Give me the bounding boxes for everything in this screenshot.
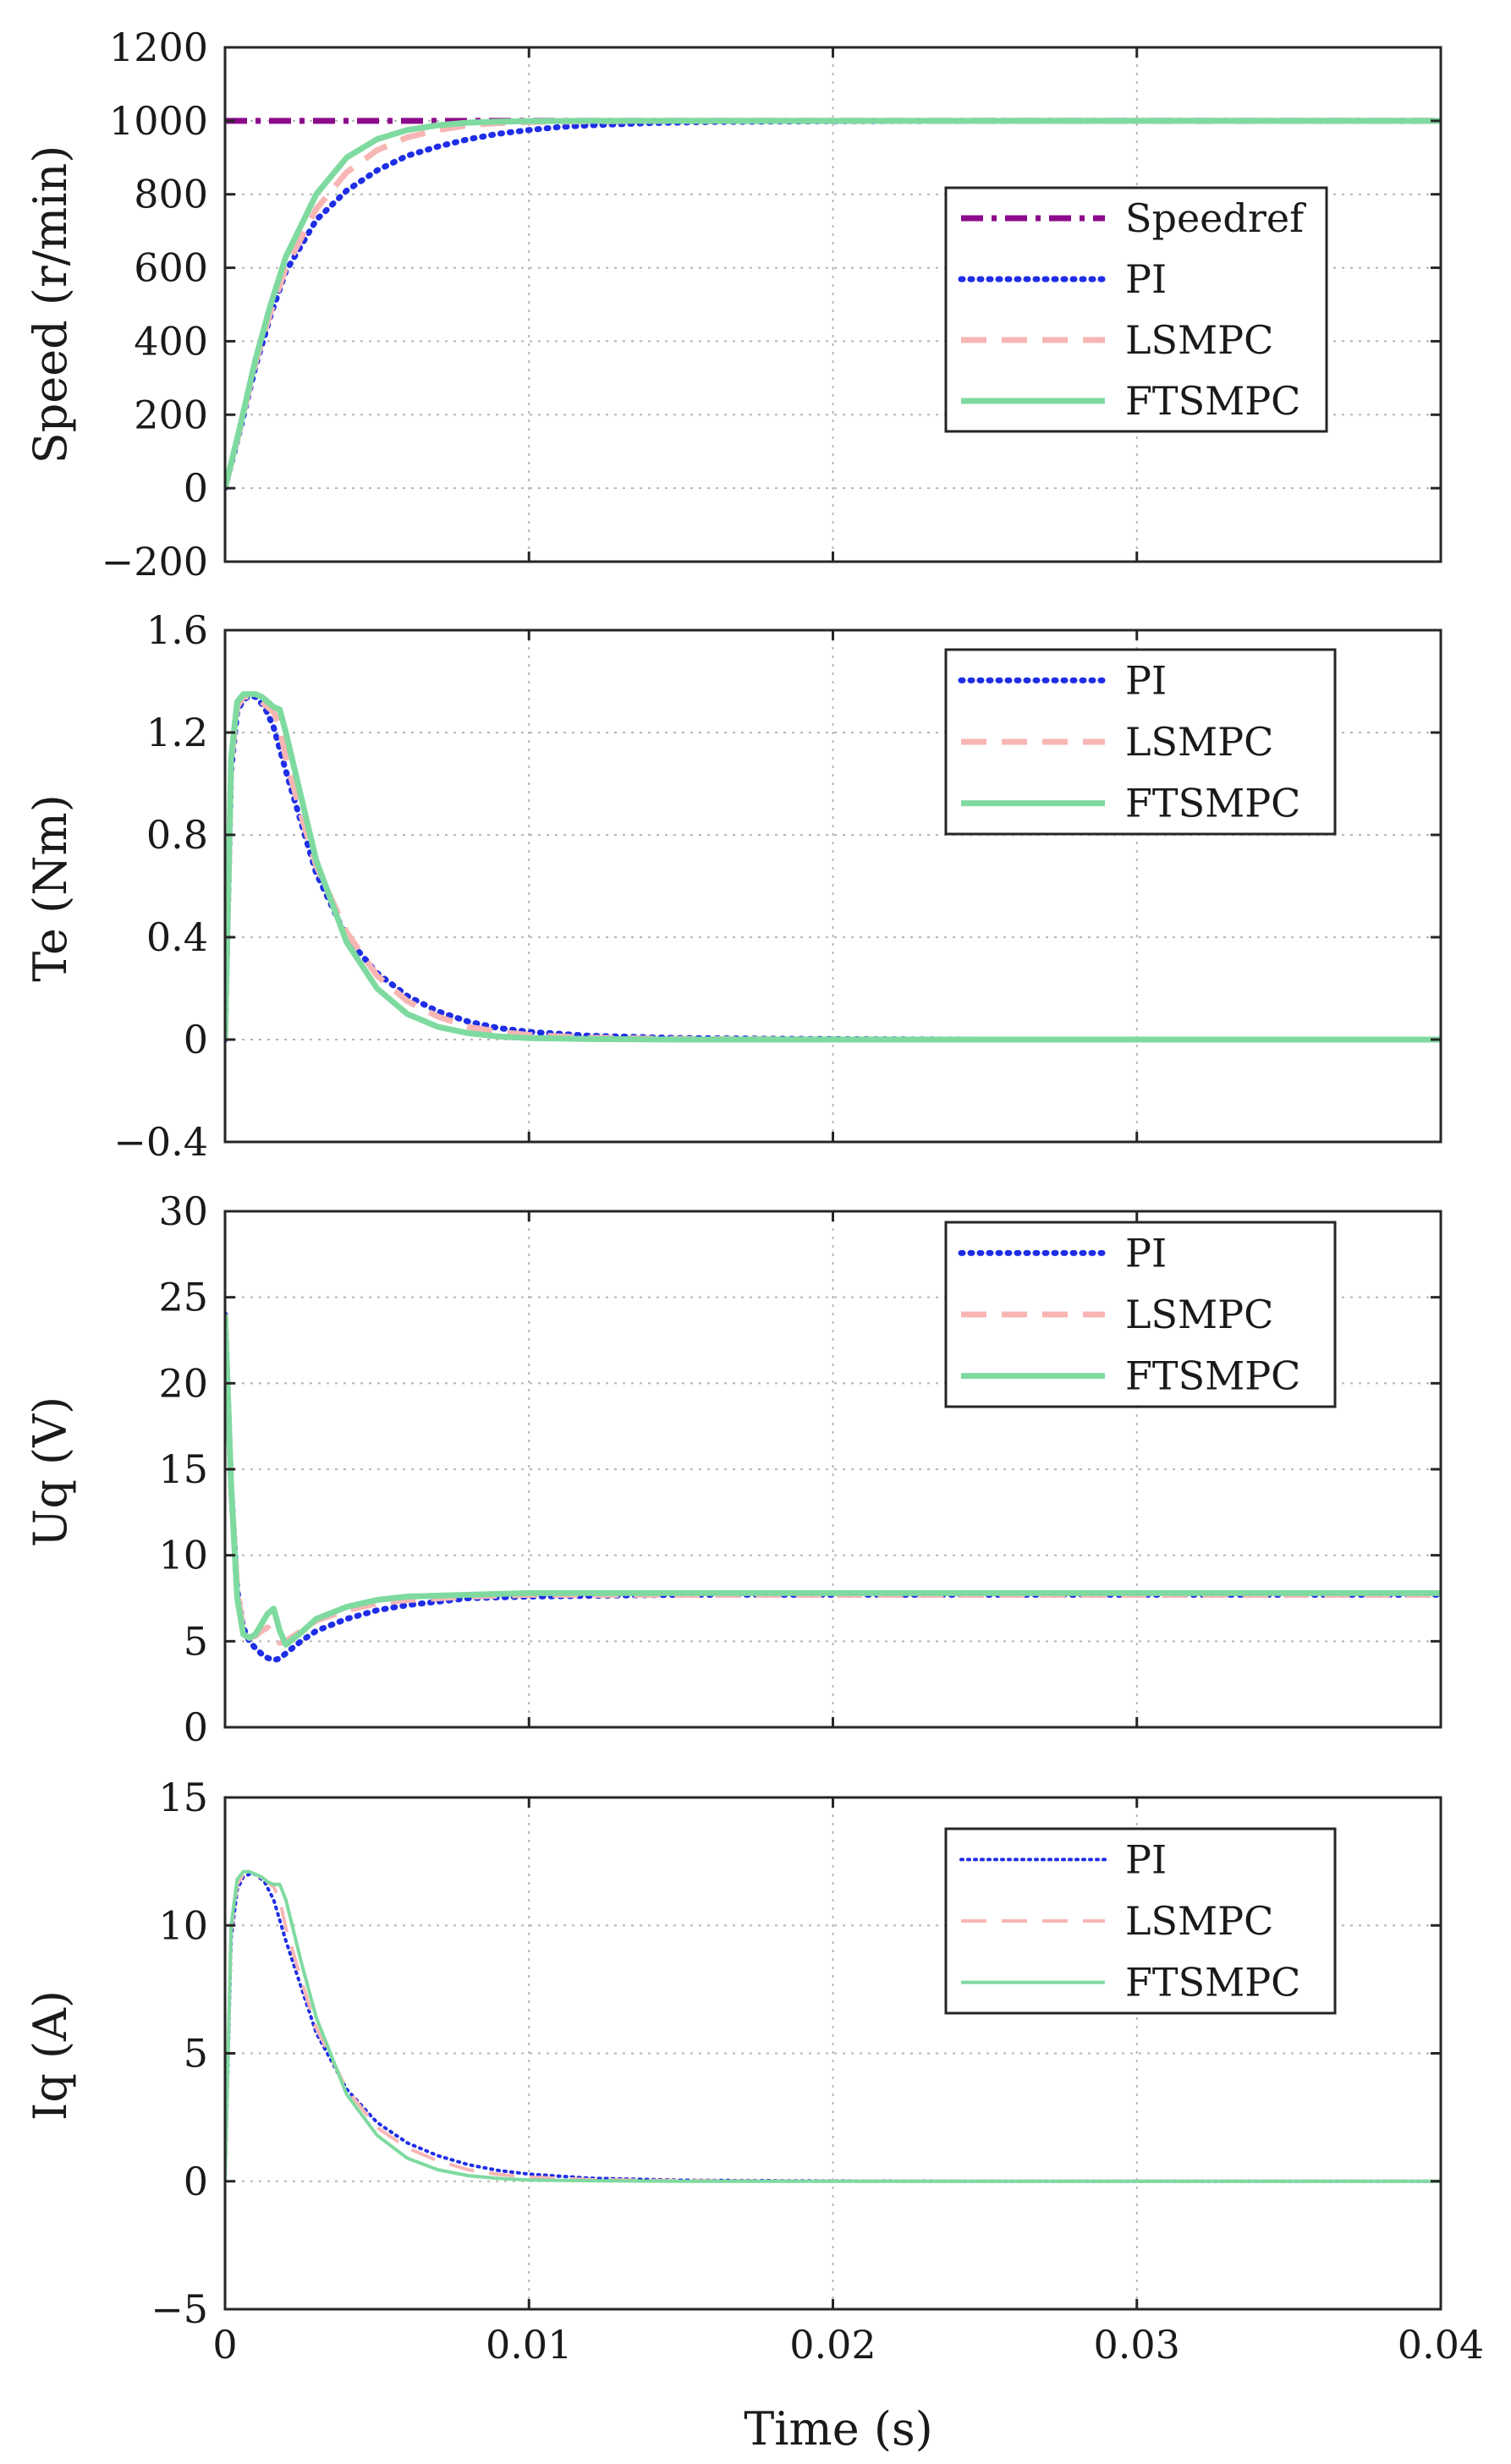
y-tick-label: −5 xyxy=(151,2286,208,2332)
y-tick-label: −200 xyxy=(102,539,208,584)
y-axis-label: Uq (V) xyxy=(24,1397,77,1547)
y-tick-label: 10 xyxy=(158,1902,208,1948)
y-tick-label: 5 xyxy=(184,2031,208,2077)
y-tick-label: 0 xyxy=(184,465,208,511)
y-tick-label: −0.4 xyxy=(113,1119,208,1165)
y-tick-label: 1000 xyxy=(109,98,208,144)
series-ftsmpc-line xyxy=(225,1314,1441,1648)
legend-label-ftsmpc: FTSMPC xyxy=(1125,1353,1300,1399)
legend-label-lsmpc: LSMPC xyxy=(1125,719,1273,765)
y-tick-label: 15 xyxy=(158,1446,208,1492)
series-ftsmpc-line xyxy=(225,1869,1441,2183)
legend-label-pi: PI xyxy=(1125,1836,1167,1882)
legend-box xyxy=(944,186,1328,433)
series-group xyxy=(225,691,1441,1043)
legend-label-lsmpc: LSMPC xyxy=(1125,1292,1273,1337)
series-ftsmpc-line xyxy=(225,118,1441,489)
legend: PI LSMPC FTSMPC xyxy=(944,1221,1337,1408)
series-group xyxy=(225,1869,1441,2183)
y-tick-label: 0.4 xyxy=(146,914,208,960)
legend: PI LSMPC FTSMPC xyxy=(944,648,1337,836)
series-group xyxy=(225,118,1441,491)
panel-uq: 0 5 10 15 20 25 30 Uq (V) PI LSMPC FTSMPC xyxy=(24,1188,1442,1750)
x-tick-label: 0.02 xyxy=(789,2322,876,2368)
x-tick-label: 0.03 xyxy=(1094,2322,1180,2368)
y-tick-label: 5 xyxy=(184,1618,208,1664)
y-tick-label: 400 xyxy=(134,318,208,364)
legend-label-pi: PI xyxy=(1125,657,1167,703)
y-tick-label: 600 xyxy=(134,245,208,291)
y-tick-label: 200 xyxy=(134,392,208,437)
y-tick-label: 0.8 xyxy=(146,812,208,858)
y-tick-label: 1.2 xyxy=(146,710,208,755)
y-tick-label: 1200 xyxy=(109,25,208,70)
series-lsmpc-line xyxy=(225,1872,1441,2183)
y-axis-label: Te (Nm) xyxy=(24,794,77,982)
legend: Speedref PI LSMPC FTSMPC xyxy=(944,186,1328,433)
legend: PI LSMPC FTSMPC xyxy=(944,1827,1337,2015)
y-tick-label: 0 xyxy=(184,1704,208,1750)
y-tick-label: 20 xyxy=(158,1360,208,1406)
legend-label-ftsmpc: FTSMPC xyxy=(1125,781,1300,826)
legend-label-pi: PI xyxy=(1125,256,1167,302)
series-ftsmpc-line xyxy=(225,691,1441,1043)
y-tick-label: 0 xyxy=(184,2159,208,2204)
legend-label-speedref: Speedref xyxy=(1125,195,1306,241)
x-tick-label: 0.01 xyxy=(486,2322,572,2368)
x-tick-label: 0 xyxy=(212,2322,237,2368)
series-group xyxy=(225,1311,1441,1664)
y-tick-label: 0 xyxy=(184,1017,208,1062)
y-tick-label: 25 xyxy=(158,1275,208,1320)
legend-label-ftsmpc: FTSMPC xyxy=(1125,1960,1300,2006)
y-axis-label: Iq (A) xyxy=(24,1990,77,2121)
y-axis-label: Speed (r/min) xyxy=(24,145,77,464)
legend-label-lsmpc: LSMPC xyxy=(1125,1898,1273,1944)
legend-label-pi: PI xyxy=(1125,1230,1167,1276)
y-tick-label: 15 xyxy=(158,1775,208,1820)
legend-label-lsmpc: LSMPC xyxy=(1125,317,1273,363)
x-tick-label: 0.04 xyxy=(1398,2322,1484,2368)
y-tick-label: 10 xyxy=(158,1533,208,1578)
y-tick-label: 800 xyxy=(134,172,208,217)
x-axis-label: Time (s) xyxy=(744,2402,932,2456)
panel-speed: −200 0 200 400 600 800 1000 1200 Speed (r/min) Sp… xyxy=(24,25,1442,584)
y-tick-label: 30 xyxy=(158,1188,208,1234)
y-tick-label: 1.6 xyxy=(146,607,208,653)
panel-te: −0.4 0 0.4 0.8 1.2 1.6 Te (Nm) PI LSMPC FTSMPC xyxy=(24,607,1442,1165)
legend-label-ftsmpc: FTSMPC xyxy=(1125,378,1300,424)
